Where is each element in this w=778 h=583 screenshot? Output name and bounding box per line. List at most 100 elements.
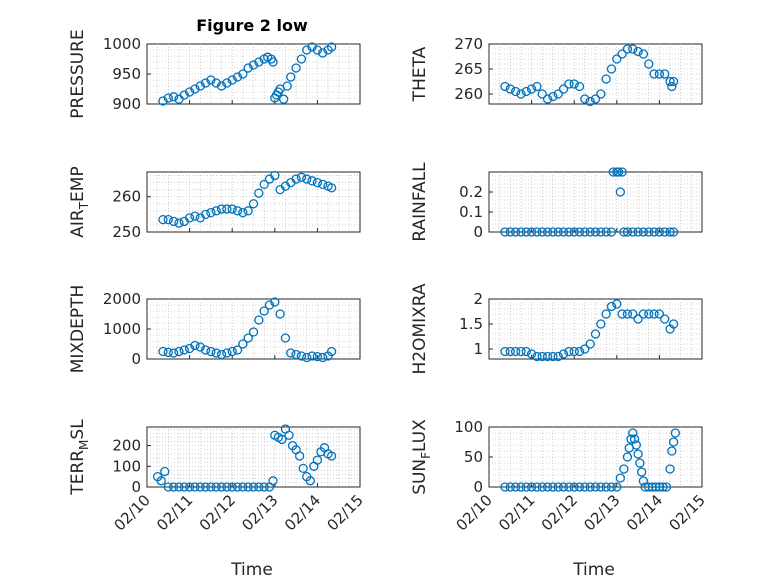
data-point <box>216 204 227 214</box>
data-point <box>510 482 521 492</box>
data-point <box>200 209 211 220</box>
data-point <box>248 327 259 337</box>
data-point <box>612 54 622 64</box>
data-point <box>286 72 296 82</box>
data-point <box>670 428 681 438</box>
data-point <box>238 339 248 349</box>
data-point <box>542 351 553 362</box>
x-tick-label: 02/11 <box>153 491 196 534</box>
data-point <box>294 451 305 461</box>
data-point <box>622 44 633 54</box>
data-point <box>268 476 278 486</box>
data-point <box>227 346 237 357</box>
figure-title: Figure 2 low <box>196 16 308 35</box>
data-point <box>302 174 312 184</box>
data-point <box>668 319 679 329</box>
data-point <box>516 89 526 99</box>
y-tick-label: 260 <box>454 85 483 103</box>
data-point <box>660 69 670 79</box>
subplot-sun-flux: 0 50 100 02/10 02/11 02/12 02/13 02/14 02/15 SUNF… <box>410 418 709 534</box>
data-point <box>574 81 585 92</box>
data-point <box>615 473 625 483</box>
y-axis-label: THETA <box>410 46 430 102</box>
data-point <box>254 315 264 325</box>
y-axis-label: TERRMSL <box>68 419 91 496</box>
y-axis-label: SUNFLUX <box>410 419 433 495</box>
data-point <box>291 174 301 184</box>
subplot-mixdepth: 0 1000 2000 MIXDEPTH <box>68 285 361 373</box>
data-point <box>622 452 633 462</box>
data-point <box>537 89 547 99</box>
y-axis-label-part: SL <box>68 419 88 440</box>
data-point <box>606 301 617 312</box>
data-point <box>505 227 515 237</box>
data-point <box>222 348 232 358</box>
x-tick-label: 02/15 <box>324 491 367 534</box>
data-point <box>222 78 232 88</box>
y-axis-label-part: TERR <box>68 450 88 496</box>
data-point <box>270 170 280 181</box>
data-point <box>505 84 515 94</box>
data-point <box>254 188 264 198</box>
data-point <box>326 346 337 357</box>
data-point <box>633 227 643 237</box>
data-point <box>622 227 633 237</box>
data-point <box>248 60 259 70</box>
data-point <box>284 430 294 440</box>
subplot-h2omixra: 1 1.5 2 H2OMIXRA <box>410 283 703 375</box>
data-point <box>318 179 328 190</box>
data-point <box>211 206 221 216</box>
data-point <box>564 482 574 492</box>
data-point <box>206 482 216 492</box>
data-point <box>500 346 510 357</box>
data-point <box>668 76 679 87</box>
data-point <box>569 79 579 89</box>
data-point <box>574 227 585 237</box>
data-point <box>227 204 237 214</box>
data-point <box>190 211 200 221</box>
data-point <box>615 187 625 197</box>
data-point <box>644 309 654 319</box>
data-point <box>553 351 563 362</box>
subplot-theta: 260 265 270 THETA <box>410 35 703 107</box>
data-point <box>612 482 622 492</box>
data-point <box>238 482 248 492</box>
y-tick-label: 270 <box>454 35 483 53</box>
x-tick-label: 02/10 <box>111 491 154 534</box>
data-point <box>564 79 574 89</box>
data-point <box>558 227 569 237</box>
data-point <box>174 218 184 228</box>
y-axis-label-part: EMP <box>68 166 88 202</box>
data-point <box>585 227 595 237</box>
data-point <box>312 351 323 362</box>
data-point <box>553 227 563 237</box>
data-point <box>626 434 636 444</box>
y-axis-label: RAINFALL <box>410 162 430 242</box>
data-point <box>516 227 526 237</box>
data-point <box>318 352 328 363</box>
data-point <box>195 482 205 492</box>
data-point <box>521 482 531 492</box>
data-point <box>667 446 677 456</box>
data-point <box>658 482 668 492</box>
data-point <box>537 482 547 492</box>
data-point <box>537 227 547 237</box>
y-tick-label: 900 <box>112 95 141 113</box>
data-point <box>211 78 221 88</box>
data-point <box>190 84 200 94</box>
data-point <box>206 207 216 218</box>
data-point <box>168 482 179 492</box>
data-point <box>580 94 590 104</box>
data-point <box>654 227 665 237</box>
y-tick-label: 0.1 <box>459 203 483 221</box>
data-point <box>526 349 537 359</box>
data-point <box>190 340 200 351</box>
data-point <box>668 437 679 447</box>
data-point <box>542 482 553 492</box>
data-point <box>622 309 633 319</box>
data-point <box>628 428 638 438</box>
y-tick-label: 1000 <box>103 35 141 53</box>
data-point <box>222 482 232 492</box>
data-point <box>638 476 649 486</box>
data-point <box>569 346 579 357</box>
